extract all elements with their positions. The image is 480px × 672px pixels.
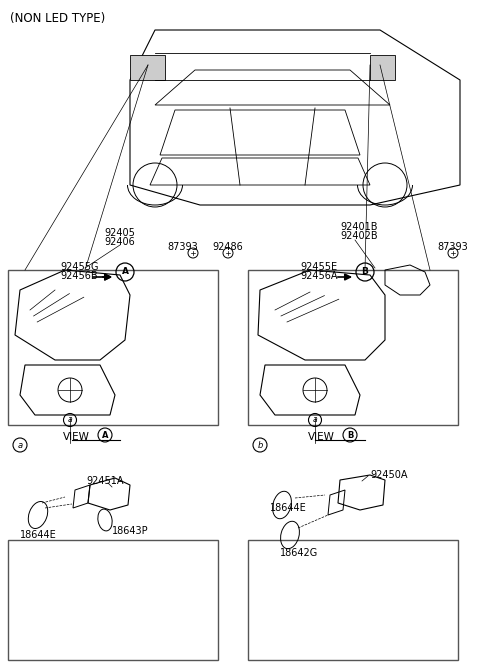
Text: 92456B: 92456B <box>60 271 97 281</box>
Text: a: a <box>312 415 317 425</box>
Text: 92450A: 92450A <box>370 470 408 480</box>
Text: B: B <box>361 267 369 276</box>
Text: 92455G: 92455G <box>60 262 98 272</box>
Text: VIEW: VIEW <box>308 432 335 442</box>
Text: 92405: 92405 <box>105 228 135 238</box>
Text: B: B <box>347 431 353 439</box>
Text: 18643P: 18643P <box>112 526 149 536</box>
Text: 92451A: 92451A <box>86 476 124 486</box>
Text: 92406: 92406 <box>105 237 135 247</box>
Text: 18642G: 18642G <box>280 548 318 558</box>
Text: a: a <box>17 441 23 450</box>
Text: 92402B: 92402B <box>340 231 378 241</box>
Text: 18644E: 18644E <box>20 530 57 540</box>
Text: 92486: 92486 <box>213 242 243 252</box>
Text: b: b <box>257 441 263 450</box>
Text: 87393: 87393 <box>438 242 468 252</box>
Polygon shape <box>370 55 395 80</box>
Text: 92456A: 92456A <box>300 271 337 281</box>
Text: 92455E: 92455E <box>300 262 337 272</box>
Text: VIEW: VIEW <box>63 432 90 442</box>
Text: A: A <box>102 431 108 439</box>
Text: 87393: 87393 <box>168 242 198 252</box>
Text: 18644E: 18644E <box>270 503 307 513</box>
Text: a: a <box>68 415 72 425</box>
Text: (NON LED TYPE): (NON LED TYPE) <box>10 12 105 25</box>
Text: A: A <box>121 267 129 276</box>
Text: 92401B: 92401B <box>340 222 377 232</box>
Polygon shape <box>130 55 165 80</box>
